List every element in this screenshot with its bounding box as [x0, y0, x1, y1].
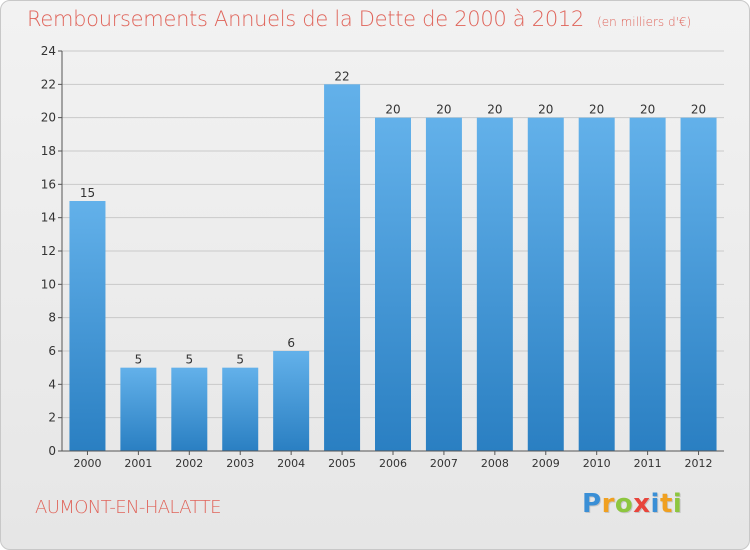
x-tick-label: 2001: [124, 457, 152, 470]
data-label: 20: [538, 103, 553, 117]
chart-unit-note: (en milliers d'€): [597, 15, 692, 29]
data-label: 20: [640, 103, 655, 117]
bar: [273, 351, 310, 451]
bar: [680, 117, 717, 452]
data-label: 20: [589, 103, 604, 117]
x-tick-label: 2005: [328, 457, 356, 470]
y-tick-label: 22: [41, 77, 56, 91]
data-labels: 15 5 5 5 6 22 20 20 20 20 20 20 20: [80, 69, 706, 366]
bar: [120, 367, 157, 451]
commune-name: AUMONT-EN-HALATTE: [35, 497, 221, 518]
x-tick-label: 2006: [379, 457, 407, 470]
x-tick-label: 2002: [175, 457, 203, 470]
data-label: 20: [691, 103, 706, 117]
x-tick-label: 2004: [277, 457, 305, 470]
y-tick-label: 12: [41, 244, 56, 258]
logo-letter: P: [582, 489, 602, 519]
bar: [425, 117, 462, 452]
y-tick-label: 16: [41, 177, 56, 191]
data-label: 15: [80, 186, 95, 200]
proxiti-logo: Proxiti: [582, 489, 682, 519]
data-label: 20: [487, 103, 502, 117]
chart-title: Remboursements Annuels de la Dette de 20…: [27, 7, 691, 31]
y-tick-label: 14: [41, 211, 56, 225]
bar: [476, 117, 513, 452]
x-tick-label: 2009: [532, 457, 560, 470]
logo-letter: r: [601, 489, 615, 519]
y-tick-label: 2: [48, 411, 56, 425]
data-label: 6: [287, 336, 295, 350]
data-label: 20: [385, 103, 400, 117]
x-tick-label: 2010: [583, 457, 611, 470]
x-tick-label: 2003: [226, 457, 254, 470]
bar: [222, 367, 259, 451]
y-tick-label: 6: [48, 344, 56, 358]
chart-title-text: Remboursements Annuels de la Dette de 20…: [27, 7, 584, 31]
data-label: 5: [185, 353, 193, 367]
y-tick-label: 24: [41, 44, 56, 58]
x-tick-label: 2000: [73, 457, 101, 470]
y-tick-label: 0: [48, 444, 56, 458]
y-tick-label: 8: [48, 311, 56, 325]
logo-letter: o: [614, 489, 634, 519]
y-tick-label: 4: [48, 377, 56, 391]
bar: [375, 117, 411, 452]
x-tick-label: 2011: [634, 457, 662, 470]
logo-letter: i: [672, 489, 683, 519]
bars: [69, 84, 717, 452]
bar: [527, 117, 564, 452]
data-label: 5: [236, 353, 244, 367]
x-tick-label: 2012: [685, 457, 713, 470]
bar: [629, 117, 666, 452]
x-tick-label: 2007: [430, 457, 458, 470]
bar: [324, 84, 361, 451]
y-tick-label: 20: [41, 111, 56, 125]
y-tick-label: 10: [41, 277, 56, 291]
logo-letter: i: [650, 489, 660, 519]
bar: [69, 201, 106, 451]
x-tick-label: 2008: [481, 457, 509, 470]
bar: [171, 367, 208, 451]
bar: [578, 117, 615, 452]
data-label: 20: [436, 103, 451, 117]
y-tick-label: 18: [41, 144, 56, 158]
data-label: 22: [334, 69, 349, 83]
logo-letter: t: [659, 489, 673, 519]
data-label: 5: [135, 353, 143, 367]
logo-letter: x: [633, 489, 651, 519]
